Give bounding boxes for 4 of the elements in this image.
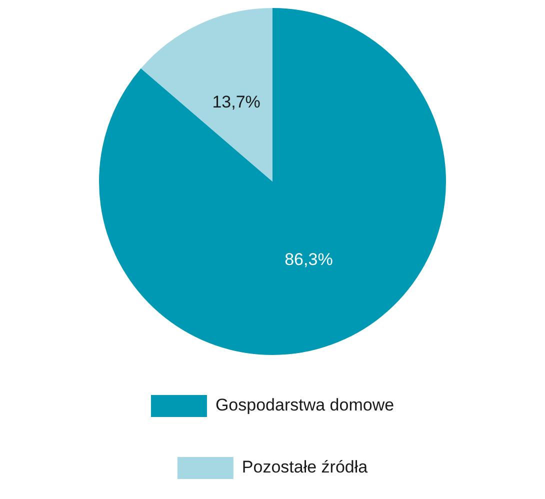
data-label: 13,7% [212,92,260,112]
legend-label: Gospodarstwa domowe [215,396,394,415]
legend-label: Pozostałe źródła [242,458,368,477]
data-label: 86,3% [284,250,333,270]
